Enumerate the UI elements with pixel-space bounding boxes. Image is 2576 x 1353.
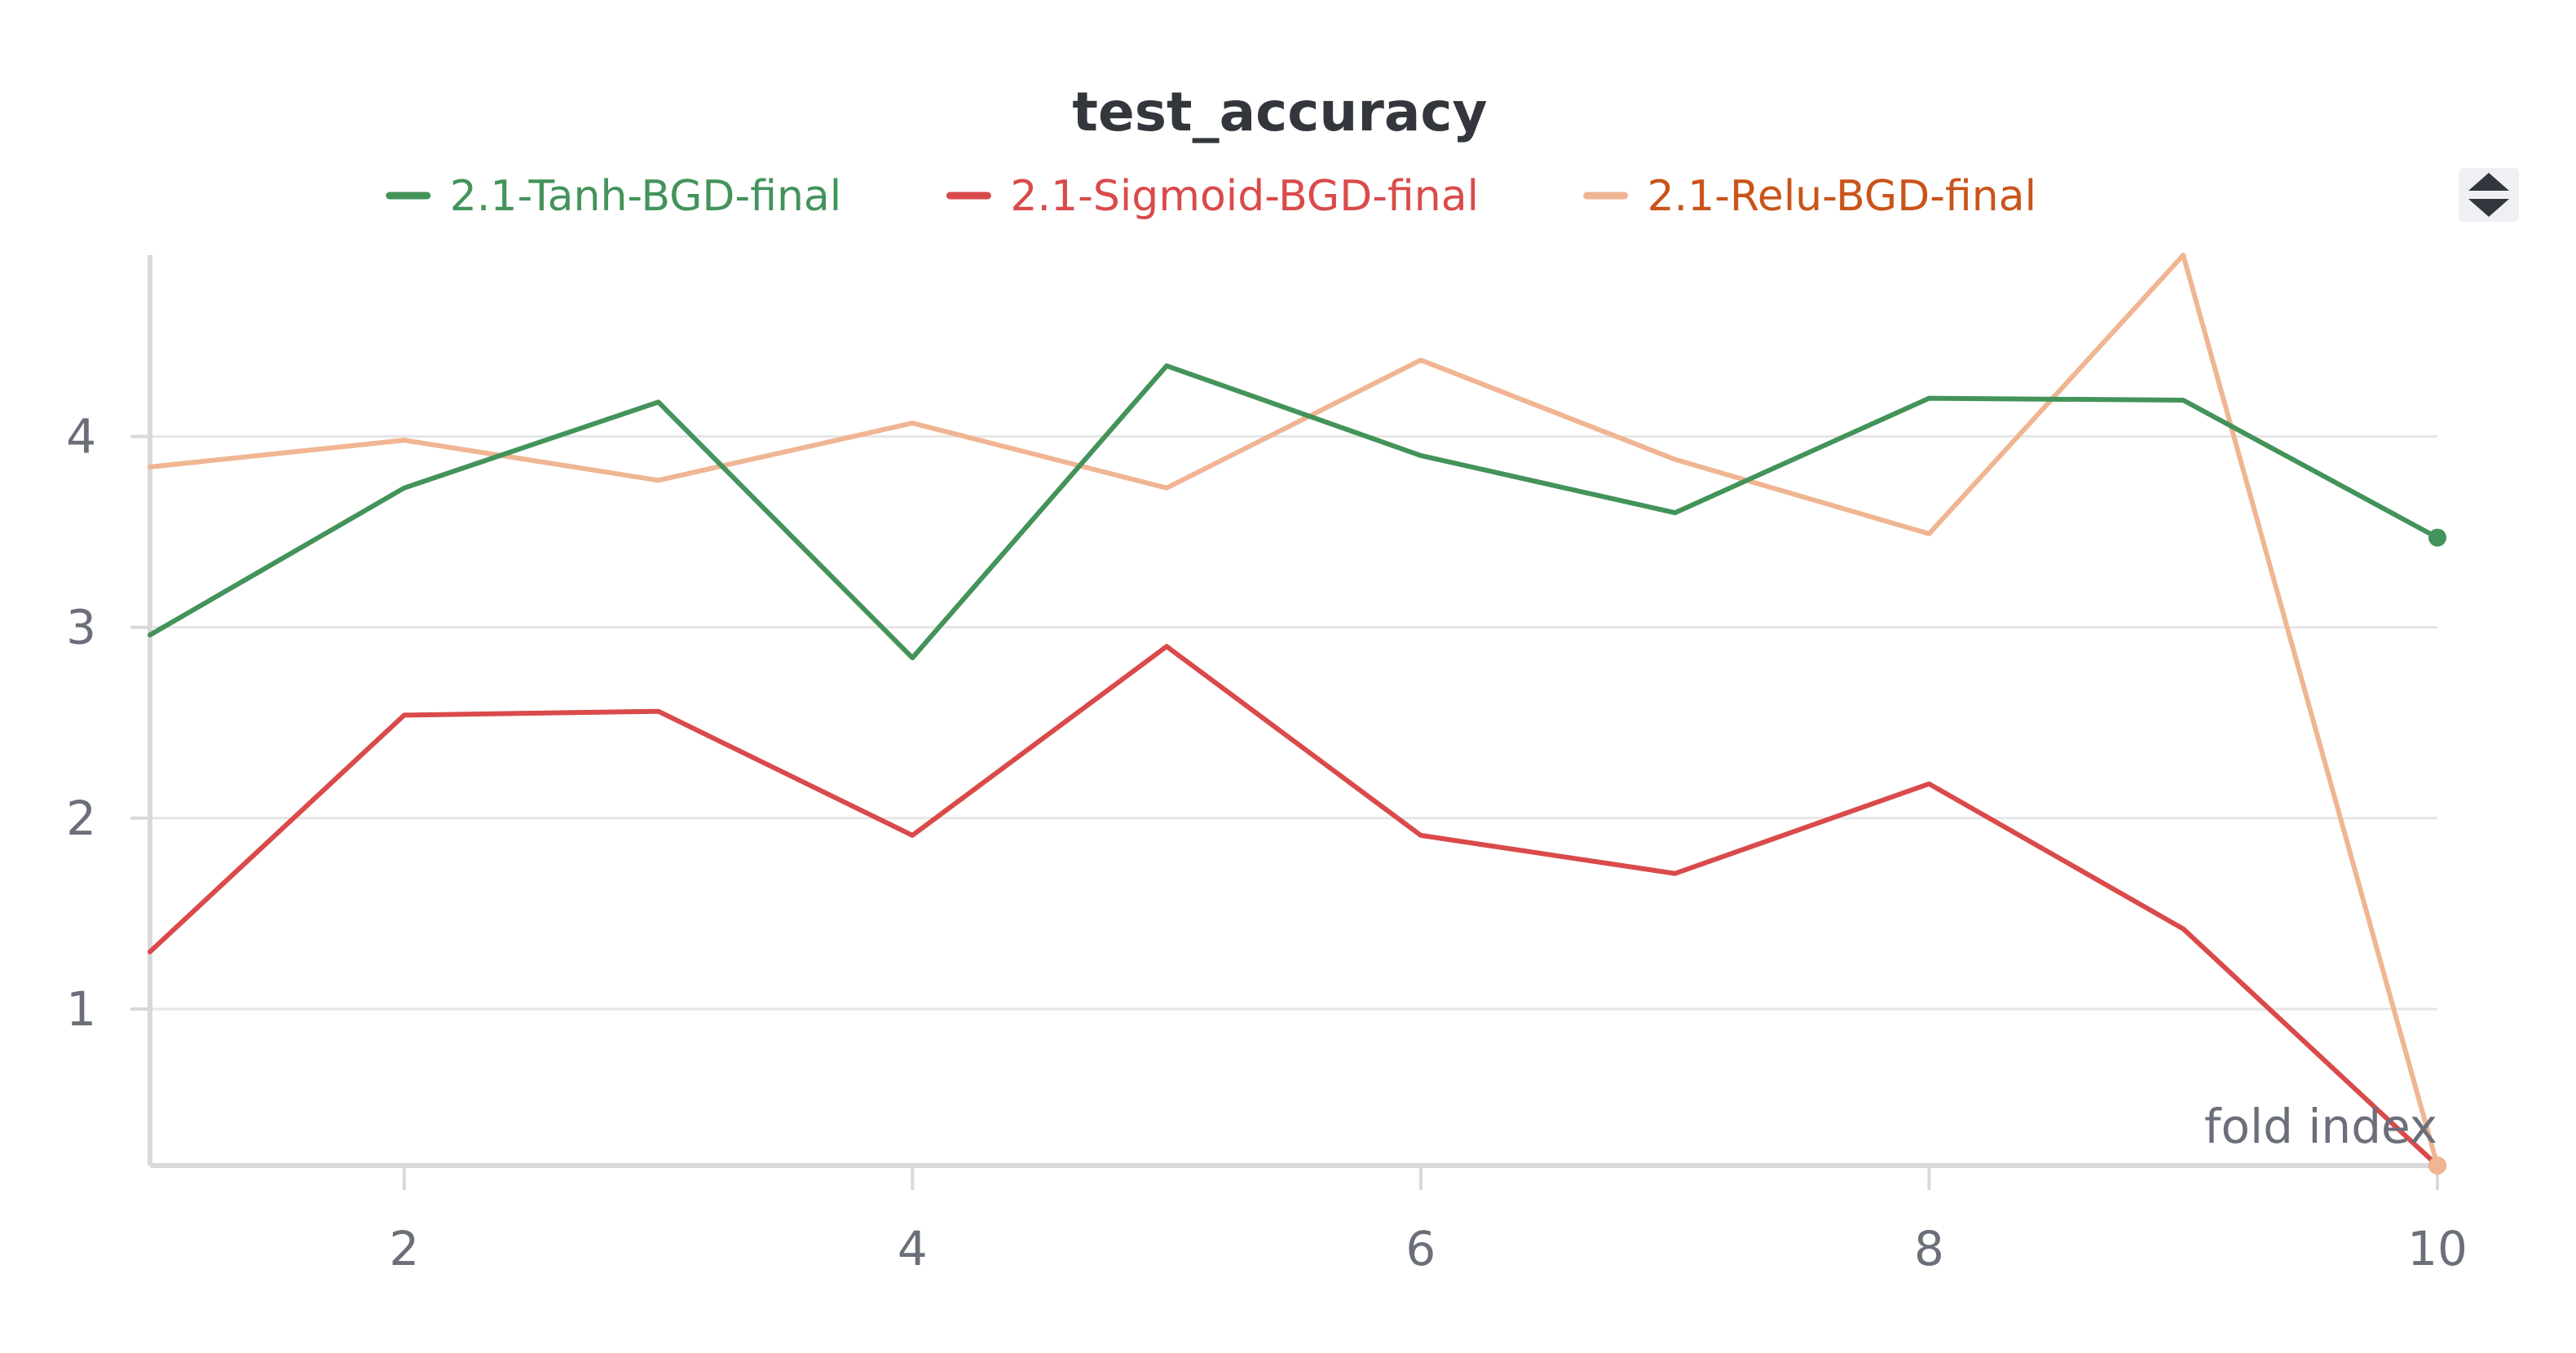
x-tick-label: 10 (2407, 1221, 2468, 1276)
series-group (148, 253, 2446, 1175)
series-end-point-2.1-Relu-BGD-final (2428, 1157, 2446, 1175)
grid (150, 434, 2437, 1011)
legend-item[interactable]: 2.1-Relu-BGD-final (1583, 172, 2036, 221)
y-tick-label: 4 (66, 408, 96, 464)
y-axis-ticks: 1 2 3 4 (66, 408, 150, 1037)
y-tick-label: 1 (66, 981, 96, 1037)
axes (148, 255, 2437, 1168)
x-tick-label: 6 (1405, 1221, 1436, 1276)
legend-label: 2.1-Relu-BGD-final (1647, 172, 2036, 221)
x-tick-label: 8 (1914, 1221, 1944, 1276)
series-line-2.1-Tanh-BGD-final (148, 363, 2440, 661)
legend-label: 2.1-Tanh-BGD-final (450, 172, 841, 221)
legend-item[interactable]: 2.1-Tanh-BGD-final (386, 172, 841, 221)
legend: 2.1-Tanh-BGD-final 2.1-Sigmoid-BGD-final 2… (386, 172, 2036, 221)
series-end-point-2.1-Tanh-BGD-final (2428, 528, 2446, 547)
x-tick-label: 2 (389, 1221, 419, 1276)
legend-item[interactable]: 2.1-Sigmoid-BGD-final (946, 172, 1479, 221)
chart-title: test_accuracy (1072, 81, 1487, 143)
series-line-2.1-Relu-BGD-final (148, 253, 2440, 1168)
legend-label: 2.1-Sigmoid-BGD-final (1010, 172, 1479, 221)
y-tick-label: 3 (66, 600, 96, 655)
x-axis-label: fold index (2204, 1099, 2437, 1154)
series-line-2.1-Sigmoid-BGD-final (148, 644, 2440, 1168)
x-axis-ticks: 2 4 6 8 10 (389, 1166, 2468, 1276)
sort-arrows-icon[interactable] (2459, 168, 2519, 222)
y-tick-label: 2 (66, 791, 96, 846)
x-tick-label: 4 (898, 1221, 928, 1276)
